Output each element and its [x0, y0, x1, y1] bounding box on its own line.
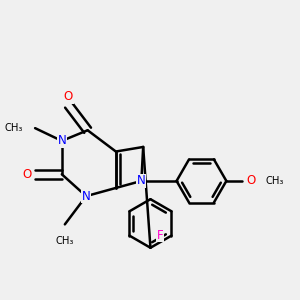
Text: CH₃: CH₃	[4, 123, 23, 133]
Text: O: O	[22, 168, 31, 181]
Text: O: O	[64, 90, 73, 103]
Text: CH₃: CH₃	[56, 236, 74, 246]
Text: N: N	[57, 134, 66, 147]
Text: CH₃: CH₃	[266, 176, 284, 186]
Text: N: N	[82, 190, 91, 202]
Text: F: F	[157, 229, 163, 242]
Text: O: O	[246, 175, 255, 188]
Text: N: N	[137, 175, 146, 188]
